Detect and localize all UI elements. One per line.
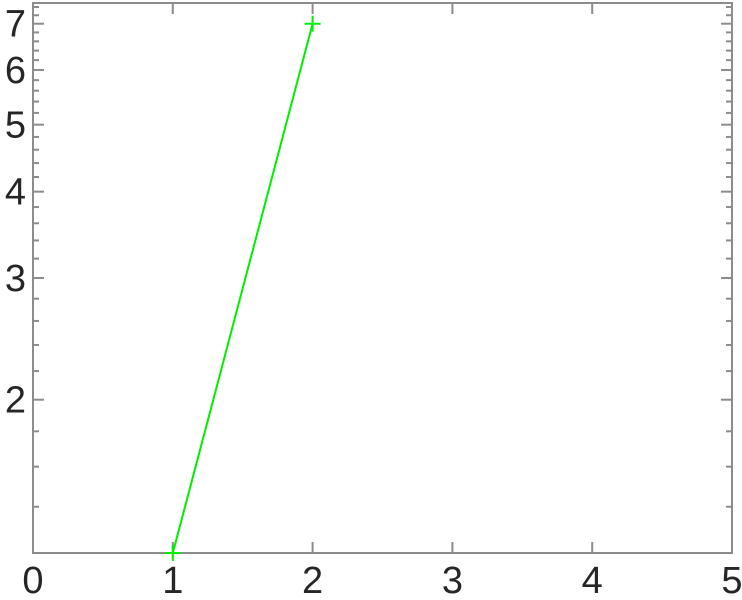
x-tick-label: 1 (162, 560, 183, 600)
x-tick-label: 0 (22, 560, 43, 600)
y-tick-label: 3 (5, 258, 26, 300)
x-tick-label: 5 (721, 560, 742, 600)
y-tick-label: 7 (5, 4, 26, 46)
y-tick-label: 2 (5, 380, 26, 422)
x-tick-label: 3 (442, 560, 463, 600)
y-tick-label: 6 (5, 50, 26, 92)
x-tick-label: 4 (582, 560, 603, 600)
data-series-line (171, 23, 314, 554)
x-tick-label: 2 (302, 560, 323, 600)
y-tick-label: 5 (5, 105, 26, 147)
y-tick-label: 4 (5, 172, 26, 214)
axes-box (32, 2, 733, 554)
